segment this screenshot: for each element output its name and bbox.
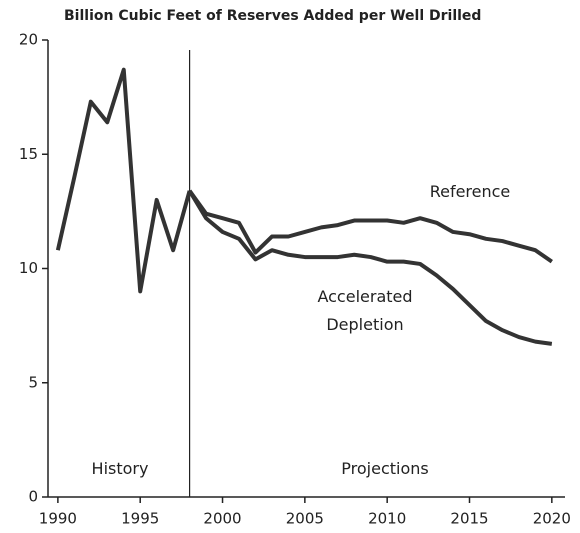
x-tick-label: 2015 xyxy=(450,510,488,528)
x-tick-label: 2000 xyxy=(203,510,241,528)
region-label: Projections xyxy=(341,459,429,478)
y-tick-label: 0 xyxy=(28,488,38,506)
y-tick-label: 15 xyxy=(19,145,38,163)
x-tick-label: 1990 xyxy=(39,510,77,528)
x-tick-label: 2020 xyxy=(533,510,571,528)
region-label: History xyxy=(91,459,149,478)
series-label: Reference xyxy=(429,182,511,201)
x-tick-label: 2010 xyxy=(368,510,406,528)
series-line xyxy=(187,189,553,346)
x-tick-label: 2005 xyxy=(286,510,324,528)
y-tick-label: 20 xyxy=(19,31,38,49)
chart-title: Billion Cubic Feet of Reserves Added per… xyxy=(64,8,481,24)
x-tick-label: 1995 xyxy=(121,510,159,528)
series-line xyxy=(55,67,192,294)
y-tick-label: 5 xyxy=(28,373,38,391)
series-label: Accelerated Depletion xyxy=(317,287,413,334)
y-tick-label: 10 xyxy=(19,259,38,277)
series-line xyxy=(187,189,553,264)
